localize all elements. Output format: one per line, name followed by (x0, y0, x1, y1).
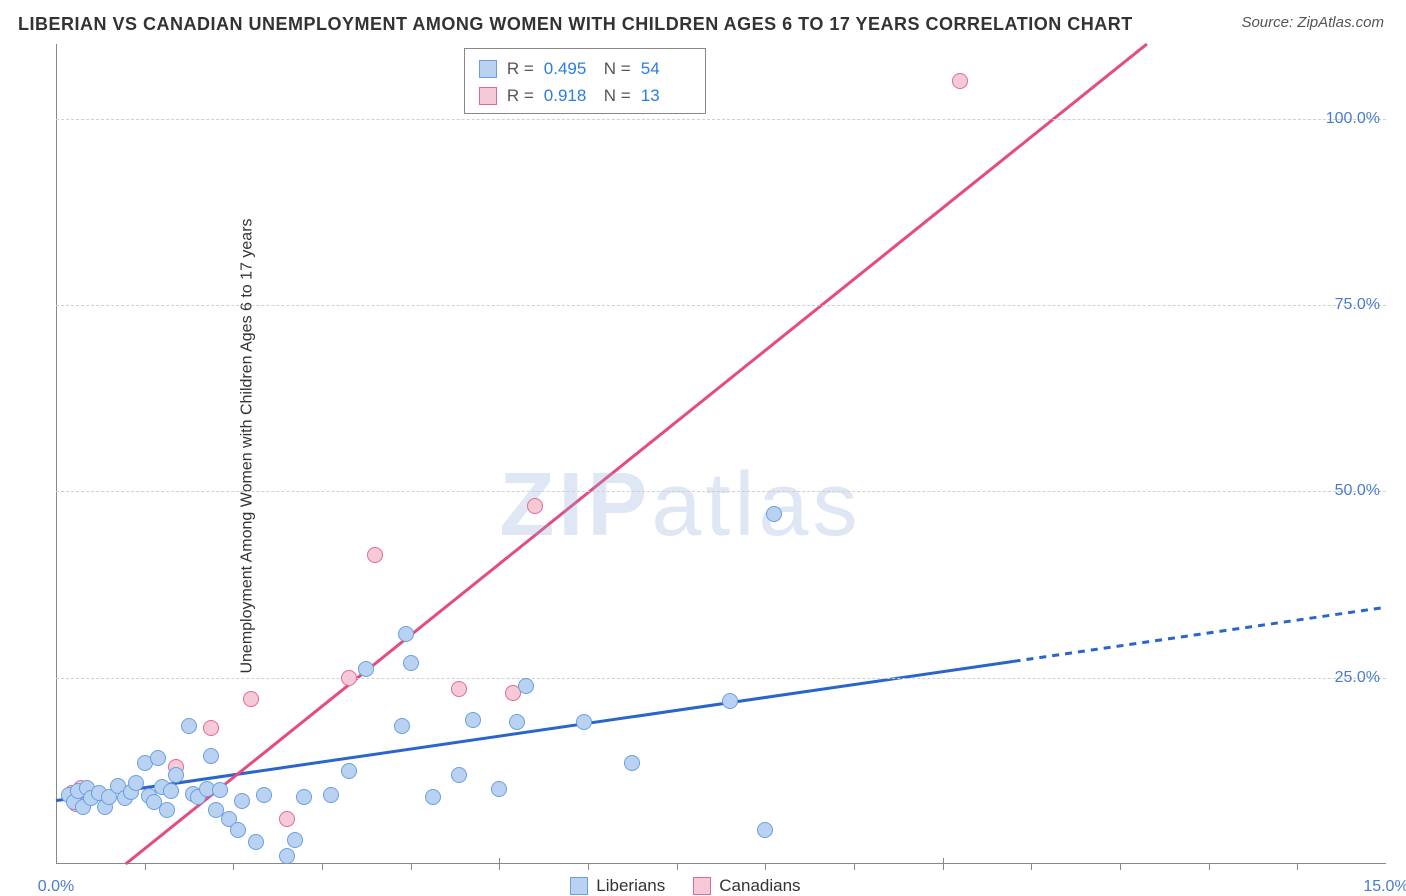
scatter-plot-area: ZIPatlas 25.0%50.0%75.0%100.0%0.0%15.0%R… (56, 44, 1386, 864)
stats-row: R = 0.918 N = 13 (479, 82, 691, 109)
x-tick-label: 0.0% (38, 878, 74, 896)
data-point (465, 712, 481, 728)
data-point (279, 811, 295, 827)
trend-line (126, 44, 1147, 864)
stat-label: N = (604, 55, 631, 82)
trend-line (1014, 607, 1386, 661)
stat-value: 54 (641, 55, 691, 82)
data-point (341, 670, 357, 686)
data-point (243, 691, 259, 707)
data-point (341, 763, 357, 779)
x-tick-label: 15.0% (1363, 878, 1406, 896)
x-tick (1297, 863, 1298, 870)
x-axis (56, 863, 1386, 864)
x-tick (943, 858, 944, 870)
x-tick (411, 863, 412, 870)
legend-label: Canadians (719, 876, 800, 896)
data-point (367, 547, 383, 563)
x-tick (854, 863, 855, 870)
data-point (181, 718, 197, 734)
grid-line (56, 678, 1386, 679)
stat-label: N = (604, 82, 631, 109)
data-point (398, 626, 414, 642)
grid-line (56, 491, 1386, 492)
chart-title: LIBERIAN VS CANADIAN UNEMPLOYMENT AMONG … (18, 14, 1133, 35)
x-tick (322, 863, 323, 870)
data-point (248, 834, 264, 850)
x-tick (1031, 863, 1032, 870)
data-point (323, 787, 339, 803)
data-point (256, 787, 272, 803)
series-swatch (693, 877, 711, 895)
stat-label: R = (507, 82, 534, 109)
source-attribution: Source: ZipAtlas.com (1241, 14, 1384, 31)
data-point (624, 755, 640, 771)
y-tick-label: 50.0% (1335, 482, 1380, 500)
stat-value: 0.918 (544, 82, 594, 109)
data-point (527, 498, 543, 514)
series-swatch (479, 60, 497, 78)
data-point (358, 661, 374, 677)
data-point (394, 718, 410, 734)
data-point (403, 655, 419, 671)
x-tick (765, 863, 766, 870)
trend-lines-layer (56, 44, 1386, 864)
x-tick (233, 863, 234, 870)
stat-label: R = (507, 55, 534, 82)
y-tick-label: 75.0% (1335, 296, 1380, 314)
watermark: ZIPatlas (499, 454, 861, 557)
data-point (128, 775, 144, 791)
data-point (757, 822, 773, 838)
data-point (518, 678, 534, 694)
data-point (150, 750, 166, 766)
legend-item: Liberians (570, 876, 665, 896)
trend-line (56, 661, 1014, 800)
grid-line (56, 119, 1386, 120)
y-tick-label: 25.0% (1335, 669, 1380, 687)
series-swatch (479, 87, 497, 105)
x-tick (588, 863, 589, 870)
data-point (203, 720, 219, 736)
stats-row: R = 0.495 N = 54 (479, 55, 691, 82)
data-point (766, 506, 782, 522)
data-point (576, 714, 592, 730)
data-point (425, 789, 441, 805)
data-point (451, 681, 467, 697)
data-point (159, 802, 175, 818)
data-point (279, 848, 295, 864)
x-tick (1209, 863, 1210, 870)
x-tick (145, 863, 146, 870)
data-point (952, 73, 968, 89)
y-tick-label: 100.0% (1326, 110, 1380, 128)
data-point (722, 693, 738, 709)
series-swatch (570, 877, 588, 895)
data-point (230, 822, 246, 838)
data-point (234, 793, 250, 809)
data-point (212, 782, 228, 798)
stat-value: 13 (641, 82, 691, 109)
x-tick (677, 863, 678, 870)
data-point (509, 714, 525, 730)
data-point (451, 767, 467, 783)
data-point (296, 789, 312, 805)
legend-label: Liberians (596, 876, 665, 896)
grid-line (56, 305, 1386, 306)
x-tick (1120, 863, 1121, 870)
data-point (163, 783, 179, 799)
data-point (287, 832, 303, 848)
series-legend: Liberians Canadians (570, 876, 800, 896)
y-axis (56, 44, 57, 864)
data-point (168, 767, 184, 783)
legend-item: Canadians (693, 876, 800, 896)
data-point (491, 781, 507, 797)
x-tick (499, 858, 500, 870)
stat-value: 0.495 (544, 55, 594, 82)
data-point (203, 748, 219, 764)
stats-legend: R = 0.495 N = 54 R = 0.918 N = 13 (464, 48, 706, 114)
